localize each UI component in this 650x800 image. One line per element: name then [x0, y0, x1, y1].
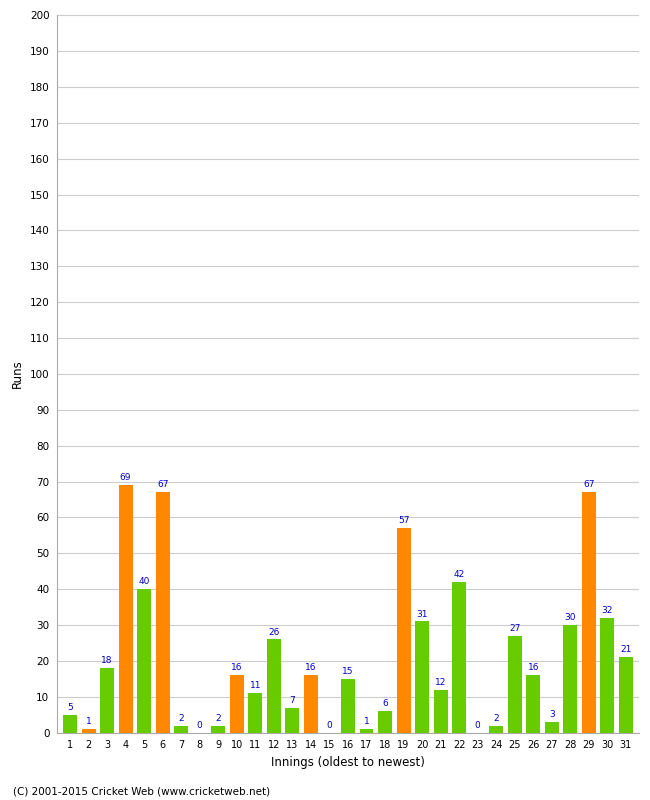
Text: 57: 57	[398, 516, 410, 526]
Text: 67: 67	[157, 481, 168, 490]
Bar	[489, 726, 503, 733]
Bar	[156, 492, 170, 733]
Bar	[285, 707, 300, 733]
Text: 2: 2	[215, 714, 221, 722]
Text: 3: 3	[549, 710, 554, 719]
Text: 1: 1	[363, 718, 369, 726]
Text: 30: 30	[565, 613, 576, 622]
Text: 21: 21	[620, 646, 632, 654]
X-axis label: Innings (oldest to newest): Innings (oldest to newest)	[271, 756, 425, 769]
Bar	[119, 485, 133, 733]
Bar	[137, 589, 151, 733]
Text: 7: 7	[289, 696, 295, 705]
Bar	[248, 694, 262, 733]
Bar	[415, 622, 429, 733]
Text: 16: 16	[528, 663, 539, 673]
Text: 40: 40	[138, 578, 150, 586]
Bar	[434, 690, 448, 733]
Text: 26: 26	[268, 627, 280, 637]
Text: (C) 2001-2015 Cricket Web (www.cricketweb.net): (C) 2001-2015 Cricket Web (www.cricketwe…	[13, 786, 270, 796]
Bar	[359, 729, 374, 733]
Bar	[230, 675, 244, 733]
Bar	[619, 658, 633, 733]
Bar	[63, 714, 77, 733]
Bar	[211, 726, 225, 733]
Bar	[378, 711, 392, 733]
Text: 2: 2	[493, 714, 499, 722]
Y-axis label: Runs: Runs	[11, 359, 24, 388]
Text: 16: 16	[305, 663, 317, 673]
Bar	[396, 528, 411, 733]
Text: 1: 1	[86, 718, 92, 726]
Text: 12: 12	[435, 678, 447, 686]
Text: 0: 0	[474, 721, 480, 730]
Bar	[601, 618, 614, 733]
Text: 5: 5	[67, 703, 73, 712]
Text: 67: 67	[583, 481, 595, 490]
Bar	[82, 729, 96, 733]
Text: 32: 32	[602, 606, 613, 615]
Bar	[564, 625, 577, 733]
Text: 31: 31	[417, 610, 428, 618]
Bar	[174, 726, 188, 733]
Bar	[452, 582, 466, 733]
Bar	[267, 639, 281, 733]
Bar	[545, 722, 559, 733]
Bar	[582, 492, 596, 733]
Bar	[304, 675, 318, 733]
Bar	[526, 675, 540, 733]
Text: 2: 2	[178, 714, 184, 722]
Text: 0: 0	[326, 721, 332, 730]
Text: 18: 18	[101, 656, 113, 666]
Text: 27: 27	[509, 624, 521, 633]
Bar	[100, 668, 114, 733]
Text: 15: 15	[342, 667, 354, 676]
Text: 11: 11	[250, 682, 261, 690]
Text: 69: 69	[120, 474, 131, 482]
Text: 16: 16	[231, 663, 242, 673]
Bar	[508, 636, 522, 733]
Bar	[341, 679, 355, 733]
Text: 0: 0	[197, 721, 203, 730]
Text: 6: 6	[382, 699, 388, 708]
Text: 42: 42	[454, 570, 465, 579]
